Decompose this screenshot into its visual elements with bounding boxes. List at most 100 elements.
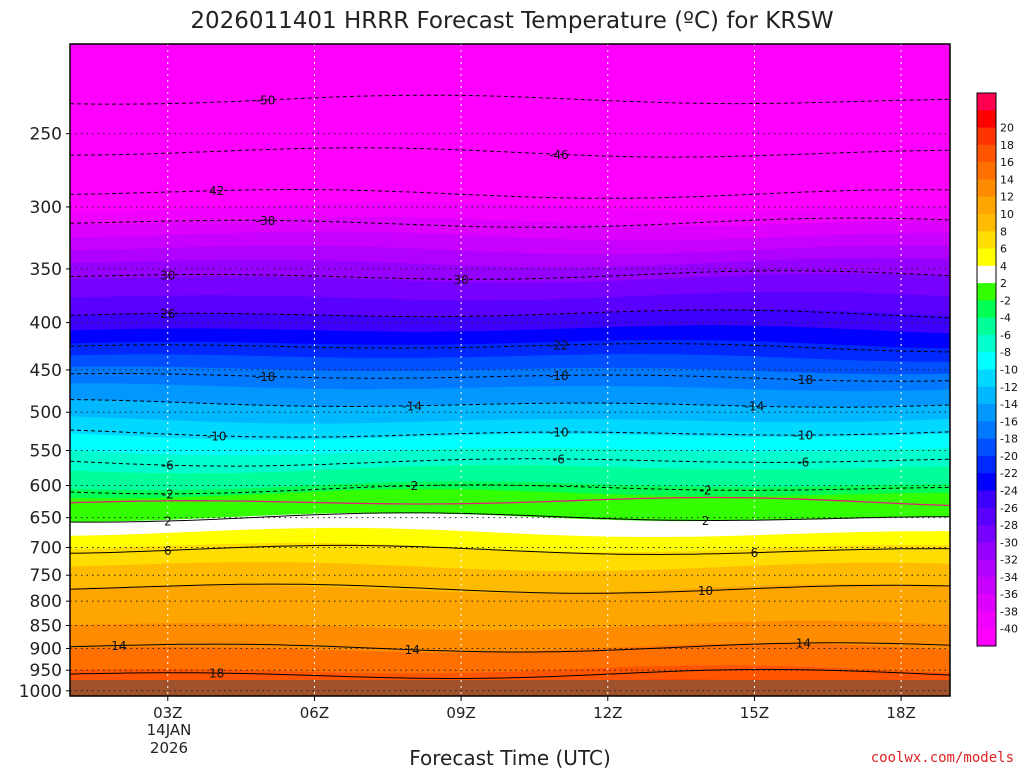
x-axis: 03Z 06Z 09Z 12Z 15Z 18Z [153,696,916,722]
colorbar-label: -28 [1000,519,1018,532]
chart-title: 2026011401 HRRR Forecast Temperature (ºC… [190,8,833,34]
contour-label--10: -10 [549,426,569,440]
colorbar-segment [977,455,996,474]
contour-14 [70,642,950,653]
contour-6 [70,544,950,556]
y-tick-label-500: 500 [30,403,62,423]
contour-label--6: -6 [553,452,565,466]
colorbar-segment [977,404,996,422]
colorbar-label: -10 [1000,364,1018,377]
colorbar-label: 6 [1000,243,1007,256]
contour-label--22: -22 [549,339,569,353]
x-tick-label-12Z: 12Z [593,704,622,722]
colorbar-label: 16 [1000,156,1014,169]
colorbar-segment [977,611,996,630]
colorbar-label: 18 [1000,139,1014,152]
colorbar-segment [977,248,996,267]
x-tick-label-18Z: 18Z [886,704,915,722]
colorbar-label: -18 [1000,433,1018,446]
colorbar-segment [977,265,996,284]
contour-label--2: -2 [406,479,418,493]
colorbar-label: -22 [1000,467,1018,480]
colorbar-segment [977,525,996,543]
colorbar-label: 10 [1000,208,1014,221]
colorbar-segment [977,231,996,250]
contour-label--50: -50 [256,94,276,108]
y-tick-label-900: 900 [30,639,62,659]
colorbar-segment [977,559,996,578]
colorbar-segment [977,576,996,595]
contour-label-2: 2 [702,514,710,528]
x-axis-label: Forecast Time (UTC) [409,746,611,768]
colorbar-label: -6 [1000,329,1011,342]
y-tick-label-350: 350 [30,260,62,280]
contour-label--18: -18 [549,369,569,383]
y-tick-label-250: 250 [30,125,62,145]
colorbar-label: 2 [1000,277,1007,290]
contour-label--30: 30 [453,273,468,287]
colorbar-segment [977,334,996,353]
contour-label-6: 6 [164,544,172,558]
y-tick-label-600: 600 [30,477,62,497]
colorbar-segment [977,162,996,180]
ground-strip [70,680,950,696]
x-tick-label-09Z: 09Z [446,704,475,722]
colorbar-segment [977,369,996,388]
y-tick-label-700: 700 [30,538,62,558]
colorbar-segment [977,144,996,163]
colorbar-label: -36 [1000,588,1018,601]
colorbar-segment [977,473,996,491]
colorbar-segment [977,317,996,336]
contour-label--10: -10 [794,429,814,443]
colorbar-segment [977,93,996,111]
y-tick-label-750: 750 [30,566,62,586]
colorbar-label: -38 [1000,605,1018,618]
colorbar-label: 4 [1000,260,1007,273]
colorbar: -40-38-36-34-32-30-28-26-24-22-20-18-16-… [976,92,1018,647]
y-tick-label-1000: 1000 [19,682,62,702]
contour-label--2: -2 [162,487,174,501]
contour-label--42: 42 [209,184,224,198]
colorbar-segment [977,490,996,509]
credit-text: coolwx.com/models [871,750,1014,766]
contour-label--6: -6 [162,459,174,473]
colorbar-label: -24 [1000,484,1018,497]
colorbar-border [976,92,997,647]
contour-2 [70,512,950,523]
contour-label-18: 18 [209,667,224,681]
y-tick-label-800: 800 [30,592,62,612]
colorbar-segment [977,628,996,647]
colorbar-label: 20 [1000,122,1014,135]
contour-label--6: -6 [797,456,809,470]
temperature-fill [70,44,950,696]
colorbar-segment [977,594,996,612]
x-tick-label-03Z: 03Z [153,704,182,722]
colorbar-label: -4 [1000,312,1011,325]
contour-label--14: -14 [402,399,422,413]
y-tick-label-300: 300 [30,198,62,218]
y-tick-label-550: 550 [30,442,62,462]
colorbar-label: -12 [1000,381,1018,394]
colorbar-segment [977,196,996,215]
colorbar-segment [977,213,996,232]
contour-label--26: 26 [160,307,175,321]
colorbar-label: -2 [1000,294,1011,307]
colorbar-segment [977,542,996,561]
y-axis: 250 300 350 400 450 500 550 600 650 700 750 800 850 9… [19,125,70,702]
contour-label-14: 14 [405,643,420,657]
contour-label--38: -38 [256,214,276,228]
colorbar-segment [977,352,996,370]
colorbar-label: -32 [1000,554,1018,567]
contour-label-10: 10 [698,584,713,598]
colorbar-segment [977,386,996,405]
colorbar-label: -30 [1000,536,1018,549]
colorbar-segment [977,179,996,198]
contour-label-2: 2 [164,514,172,528]
x-tick-label-15Z: 15Z [740,704,769,722]
colorbar-segment [977,507,996,526]
contour-label-6: 6 [751,546,759,560]
colorbar-label: -26 [1000,502,1018,515]
contour-label--18: -18 [256,370,276,384]
colorbar-segment [977,421,996,440]
